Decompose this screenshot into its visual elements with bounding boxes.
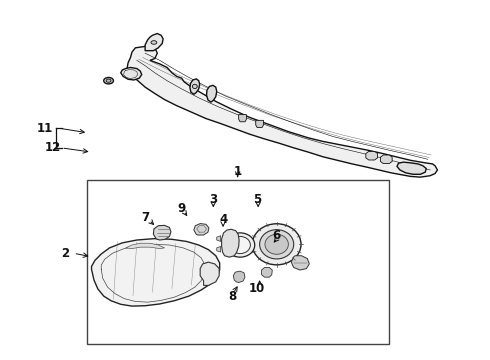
Polygon shape xyxy=(256,120,264,127)
Ellipse shape xyxy=(265,234,288,254)
Polygon shape xyxy=(145,33,163,51)
Text: 1: 1 xyxy=(234,165,242,177)
Ellipse shape xyxy=(225,233,255,257)
Text: 11: 11 xyxy=(37,122,53,135)
Polygon shape xyxy=(92,239,220,306)
Polygon shape xyxy=(217,236,221,242)
Polygon shape xyxy=(190,79,200,94)
Ellipse shape xyxy=(193,84,197,89)
Polygon shape xyxy=(262,267,272,277)
Ellipse shape xyxy=(252,224,301,265)
Ellipse shape xyxy=(106,79,111,82)
Polygon shape xyxy=(153,225,171,240)
Polygon shape xyxy=(380,155,392,163)
Text: 7: 7 xyxy=(141,211,149,224)
Text: 5: 5 xyxy=(253,193,261,206)
Polygon shape xyxy=(233,271,245,283)
Polygon shape xyxy=(125,243,165,249)
Polygon shape xyxy=(121,67,142,80)
Polygon shape xyxy=(194,224,209,235)
Text: 12: 12 xyxy=(45,141,61,154)
Polygon shape xyxy=(127,46,438,177)
Bar xyxy=(87,180,389,344)
Text: 9: 9 xyxy=(177,202,186,215)
Polygon shape xyxy=(397,162,426,174)
Polygon shape xyxy=(217,247,221,252)
Ellipse shape xyxy=(230,237,250,253)
Polygon shape xyxy=(366,152,377,160)
Polygon shape xyxy=(206,85,217,102)
Text: 10: 10 xyxy=(249,283,265,296)
Text: 4: 4 xyxy=(219,213,227,226)
Ellipse shape xyxy=(104,77,114,84)
Polygon shape xyxy=(200,262,219,285)
Ellipse shape xyxy=(151,41,157,44)
Text: 6: 6 xyxy=(272,229,281,242)
Text: 8: 8 xyxy=(229,289,237,303)
Text: 3: 3 xyxy=(209,193,218,206)
Polygon shape xyxy=(239,114,246,122)
Text: 2: 2 xyxy=(61,247,69,260)
Ellipse shape xyxy=(260,230,294,259)
Polygon shape xyxy=(221,229,239,257)
Polygon shape xyxy=(291,256,309,270)
